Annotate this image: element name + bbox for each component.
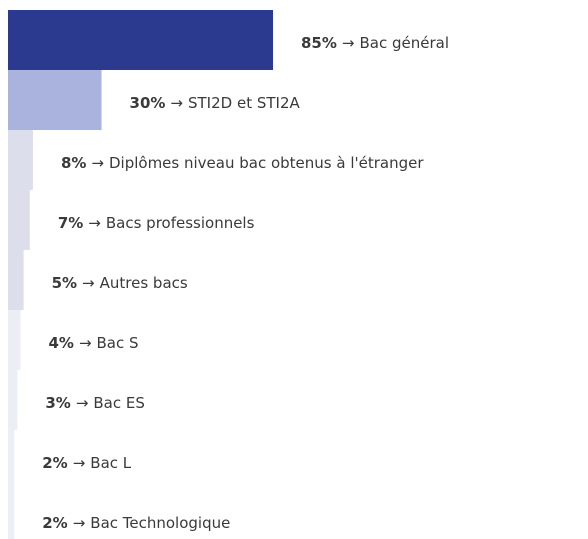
value-label: 8%: [61, 154, 86, 172]
category-label: STI2D et STI2A: [188, 94, 300, 112]
separator: →: [79, 334, 92, 352]
category-label: Bacs professionnels: [106, 214, 255, 232]
separator: →: [342, 34, 355, 52]
value-label: 4%: [48, 334, 73, 352]
category-label: Bac Technologique: [90, 514, 230, 532]
value-label: 2%: [42, 454, 67, 472]
category-label: Bac ES: [93, 394, 145, 412]
bar-label: 4% → Bac S: [48, 334, 138, 352]
bar: [8, 430, 15, 490]
value-label: 7%: [58, 214, 83, 232]
bar-label: 2% → Bac L: [42, 454, 132, 472]
separator: →: [88, 214, 101, 232]
value-label: 30%: [130, 94, 166, 112]
bar-label: 30% → STI2D et STI2A: [130, 94, 301, 112]
bar-label: 2% → Bac Technologique: [42, 514, 230, 532]
value-label: 5%: [52, 274, 77, 292]
bar: [8, 370, 18, 430]
bar: [8, 250, 24, 310]
bar-label: 3% → Bac ES: [45, 394, 145, 412]
bar: [8, 190, 30, 250]
bar-label: 7% → Bacs professionnels: [58, 214, 255, 232]
bar: [8, 490, 15, 539]
separator: →: [82, 274, 95, 292]
category-label: Bac général: [359, 34, 449, 52]
separator: →: [76, 394, 89, 412]
bar: [8, 310, 21, 370]
category-label: Bac S: [97, 334, 139, 352]
value-label: 2%: [42, 514, 67, 532]
category-label: Autres bacs: [100, 274, 188, 292]
separator: →: [170, 94, 183, 112]
bar-label: 8% → Diplômes niveau bac obtenus à l'étran…: [61, 154, 424, 172]
bar: [8, 10, 273, 70]
category-label: Diplômes niveau bac obtenus à l'étranger: [109, 154, 424, 172]
bar-label: 85% → Bac général: [301, 34, 449, 52]
separator: →: [73, 514, 86, 532]
value-label: 85%: [301, 34, 337, 52]
value-label: 3%: [45, 394, 70, 412]
bar: [8, 130, 33, 190]
separator: →: [73, 454, 86, 472]
separator: →: [91, 154, 104, 172]
category-label: Bac L: [90, 454, 131, 472]
bar: [8, 70, 102, 130]
bar-label: 5% → Autres bacs: [52, 274, 188, 292]
